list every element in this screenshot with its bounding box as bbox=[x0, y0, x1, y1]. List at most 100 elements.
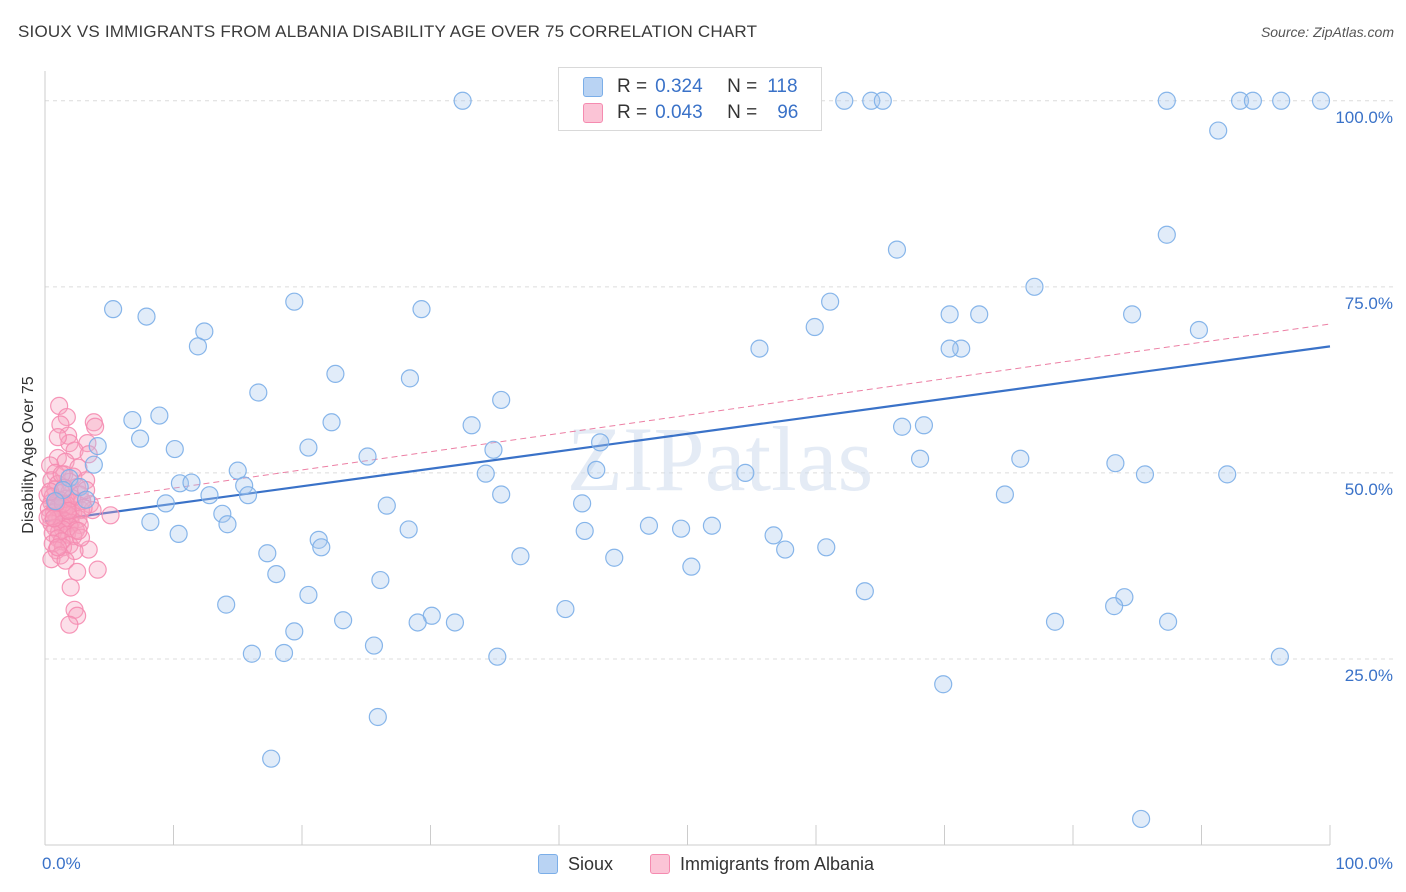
point-sioux bbox=[249, 383, 268, 402]
y-tick-label: 100.0% bbox=[1335, 108, 1393, 127]
point-sioux bbox=[1123, 305, 1142, 324]
point-sioux bbox=[750, 339, 769, 358]
point-albania bbox=[64, 527, 83, 546]
point-albania bbox=[88, 560, 107, 579]
point-sioux bbox=[887, 240, 907, 259]
point-sioux bbox=[309, 530, 328, 549]
point-sioux bbox=[104, 300, 123, 319]
point-sioux bbox=[1311, 91, 1331, 110]
n-value-albania: 96 bbox=[777, 102, 799, 123]
point-sioux bbox=[702, 516, 722, 535]
point-sioux bbox=[165, 439, 184, 459]
point-sioux bbox=[238, 486, 258, 505]
point-sioux bbox=[1025, 277, 1044, 296]
point-albania bbox=[86, 417, 105, 436]
point-sioux bbox=[84, 455, 103, 474]
point-sioux bbox=[358, 447, 377, 466]
point-albania bbox=[68, 562, 87, 581]
point-sioux bbox=[817, 538, 836, 557]
point-sioux bbox=[1011, 449, 1030, 468]
point-sioux bbox=[235, 476, 254, 495]
point-sioux bbox=[1132, 809, 1151, 829]
point-sioux bbox=[1272, 91, 1291, 110]
trend-line-sioux bbox=[44, 345, 1331, 523]
r-label: R = bbox=[617, 76, 648, 97]
point-albania bbox=[38, 508, 57, 527]
albania-swatch bbox=[650, 854, 670, 874]
point-sioux bbox=[605, 548, 624, 567]
point-sioux bbox=[218, 515, 237, 534]
point-sioux bbox=[910, 449, 930, 468]
point-sioux bbox=[492, 390, 511, 410]
point-sioux bbox=[492, 485, 511, 504]
point-albania bbox=[59, 501, 78, 520]
point-sioux bbox=[213, 504, 232, 523]
chart-source: Source: ZipAtlas.com bbox=[1260, 24, 1394, 40]
point-sioux bbox=[575, 521, 594, 541]
tick-labels: 25.0% 50.0% 75.0% 100.0% 0.0% 100.0% bbox=[42, 108, 1393, 873]
legend-item-sioux[interactable]: Sioux bbox=[538, 852, 613, 876]
point-sioux bbox=[970, 305, 989, 324]
legend-item-albania[interactable]: Immigrants from Albania bbox=[650, 852, 874, 876]
r-value-sioux: 0.324 bbox=[655, 76, 703, 97]
point-sioux bbox=[242, 644, 261, 663]
trend-line-albania bbox=[44, 323, 1331, 507]
point-albania bbox=[101, 506, 120, 525]
point-sioux bbox=[312, 538, 331, 557]
point-sioux bbox=[940, 339, 959, 358]
point-sioux bbox=[77, 490, 96, 509]
point-sioux bbox=[940, 305, 959, 324]
point-sioux bbox=[334, 611, 353, 630]
point-sioux bbox=[1106, 454, 1125, 473]
point-sioux bbox=[1158, 612, 1178, 631]
point-sioux bbox=[764, 526, 783, 545]
point-sioux bbox=[1209, 121, 1228, 140]
point-albania bbox=[69, 521, 88, 541]
point-sioux bbox=[573, 494, 592, 513]
point-sioux bbox=[1135, 465, 1155, 484]
point-sioux bbox=[476, 464, 495, 483]
y-tick-label: 25.0% bbox=[1345, 666, 1393, 685]
point-sioux bbox=[892, 417, 912, 436]
stats-legend: R = 0.324 N = 118 R = 0.043 N = 96 bbox=[558, 67, 822, 131]
point-sioux bbox=[453, 91, 472, 110]
point-albania bbox=[48, 538, 67, 557]
point-sioux bbox=[835, 91, 854, 110]
point-sioux bbox=[805, 317, 824, 337]
albania-swatch bbox=[583, 103, 603, 123]
point-sioux bbox=[299, 438, 318, 457]
r-value-albania: 0.043 bbox=[655, 102, 703, 123]
y-tick-label: 75.0% bbox=[1345, 294, 1393, 313]
point-sioux bbox=[682, 557, 701, 576]
trend-sioux bbox=[44, 345, 1331, 523]
point-sioux bbox=[130, 429, 150, 448]
point-sioux bbox=[285, 292, 304, 311]
point-sioux bbox=[377, 496, 396, 515]
point-sioux bbox=[141, 512, 160, 532]
sioux-swatch bbox=[538, 854, 558, 874]
x-tick-label-max: 100.0% bbox=[1335, 854, 1393, 873]
point-sioux bbox=[639, 516, 659, 535]
point-sioux bbox=[445, 613, 465, 632]
point-sioux bbox=[322, 413, 341, 432]
point-albania bbox=[60, 615, 79, 634]
legend-row-albania: R = 0.043 N = 96 bbox=[583, 100, 798, 126]
point-sioux bbox=[371, 570, 390, 590]
point-albania bbox=[48, 428, 67, 447]
point-sioux bbox=[1243, 91, 1263, 110]
point-sioux bbox=[267, 564, 286, 584]
n-value-sioux: 118 bbox=[767, 76, 798, 97]
point-sioux bbox=[1270, 647, 1289, 666]
sioux-swatch bbox=[583, 77, 603, 97]
point-sioux bbox=[258, 544, 277, 563]
point-sioux bbox=[591, 433, 610, 452]
point-sioux bbox=[484, 440, 503, 459]
x-tick-label-min: 0.0% bbox=[42, 854, 81, 873]
legend-row-sioux: R = 0.324 N = 118 bbox=[583, 74, 798, 100]
point-sioux bbox=[326, 364, 345, 384]
point-sioux bbox=[188, 337, 208, 356]
point-sioux bbox=[88, 436, 107, 456]
point-sioux bbox=[488, 647, 507, 666]
point-sioux bbox=[368, 707, 387, 727]
